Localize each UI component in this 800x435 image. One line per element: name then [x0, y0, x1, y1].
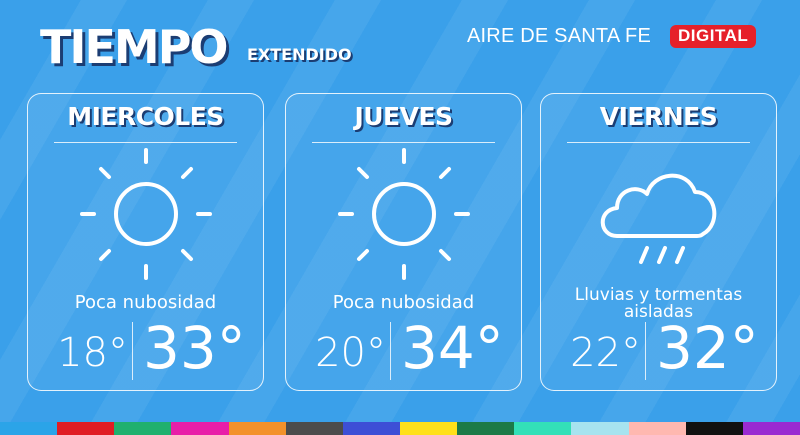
footer-color-stripe — [514, 422, 572, 435]
forecast-condition: Poca nubosidad — [74, 292, 217, 313]
temp-min: 20° — [315, 330, 386, 376]
footer-color-stripe — [57, 422, 115, 435]
footer-color-stripe — [342, 422, 400, 435]
footer-color-stripe — [399, 422, 458, 435]
forecast-condition: Lluvias y tormentas aisladas — [574, 285, 743, 322]
brand-name: AIRE DE SANTA FE — [467, 25, 651, 47]
footer-color-stripe — [228, 422, 286, 435]
footer-color-stripe — [285, 422, 343, 435]
footer-color-stripe — [571, 422, 629, 435]
divider-line — [567, 142, 750, 143]
temp-divider — [132, 322, 133, 380]
footer-color-stripe — [114, 422, 172, 435]
temp-min: 18° — [57, 330, 128, 376]
page-title: TIEMPO — [40, 20, 229, 74]
footer-color-stripe — [742, 422, 800, 435]
forecast-day: MIERCOLES — [67, 102, 224, 131]
temp-divider — [390, 322, 391, 380]
forecast-card-miercoles: MIERCOLES Poca nubosidad 18° 33° — [27, 93, 264, 391]
sun-icon — [79, 148, 212, 280]
temp-max: 34° — [401, 314, 504, 382]
page-subtitle: EXTENDIDO — [247, 45, 352, 64]
temp-min: 22° — [570, 330, 641, 376]
forecast-day: JUEVES — [354, 102, 453, 131]
divider-line — [54, 142, 237, 143]
temp-max: 32° — [656, 314, 759, 382]
digital-badge: DIGITAL — [670, 25, 757, 48]
footer-color-stripe — [171, 422, 229, 435]
sun-icon — [337, 148, 470, 280]
footer-color-stripe — [685, 422, 743, 435]
rain-cloud-icon — [600, 173, 716, 264]
forecast-card-viernes: VIERNES Lluvias y tormentas aisladas 22°… — [540, 93, 777, 391]
temp-divider — [645, 322, 646, 380]
forecast-condition: Poca nubosidad — [332, 292, 475, 313]
forecast-card-jueves: JUEVES Poca nubosidad 20° 34° — [285, 93, 522, 391]
footer-color-bar — [0, 422, 800, 435]
temp-max: 33° — [143, 314, 246, 382]
footer-color-stripe — [628, 422, 686, 435]
footer-color-stripe — [457, 422, 515, 435]
divider-line — [312, 142, 495, 143]
footer-color-stripe — [0, 422, 58, 435]
forecast-day: VIERNES — [599, 102, 718, 131]
